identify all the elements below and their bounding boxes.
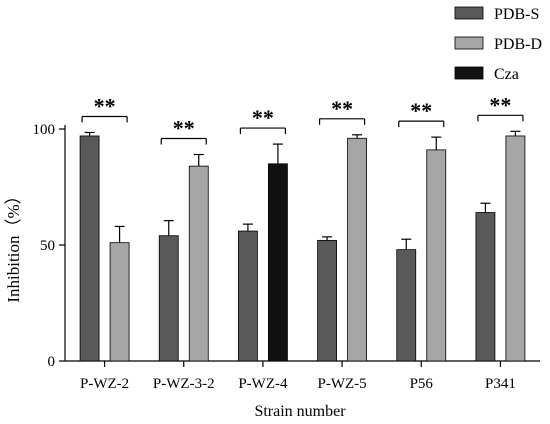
significance-label: ** [94, 93, 116, 118]
legend-label-cza: Cza [494, 66, 519, 83]
bar-pdb-d [347, 137, 367, 362]
y-axis-label: Inhibition（%） [4, 187, 23, 302]
bar-pdb-s [158, 235, 179, 362]
legend: PDB-S PDB-D Cza [454, 6, 542, 83]
y-axis: 0 50 100 [33, 122, 66, 370]
x-tick-label: P-WZ-2 [80, 376, 129, 392]
significance-label: ** [252, 105, 274, 130]
bar-pdb-d [109, 242, 130, 362]
y-tick-label: 100 [33, 122, 56, 138]
significance-label: ** [331, 96, 353, 121]
x-axis: P-WZ-2 P-WZ-3-2 P-WZ-4 P-WZ-5 P56 P341 [65, 360, 540, 392]
bar-pdb-d [426, 149, 447, 362]
x-tick-label: P56 [410, 376, 434, 392]
bar-pdb-s [317, 239, 337, 362]
significance-markers: ** ** ** ** ** ** [81, 92, 524, 145]
bar-pdb-s [396, 249, 417, 362]
x-axis-label: Strain number [254, 403, 346, 420]
x-tick-label: P-WZ-4 [238, 376, 288, 392]
bar-pdb-d [505, 135, 526, 362]
legend-swatch-cza [454, 66, 484, 80]
bar-cza [268, 163, 288, 362]
bars [79, 130, 526, 362]
legend-swatch-pdb-s [454, 6, 484, 20]
bar-pdb-s [79, 135, 100, 362]
bar-pdb-d [188, 165, 209, 362]
bar-pdb-s [238, 230, 258, 362]
legend-label-pdb-s: PDB-S [494, 6, 539, 23]
legend-swatch-pdb-d [454, 36, 484, 50]
x-tick-label: P-WZ-3-2 [153, 376, 215, 392]
x-tick-label: P341 [485, 376, 516, 392]
y-tick-label: 50 [40, 238, 55, 254]
significance-label: ** [173, 116, 195, 141]
y-tick-label: 0 [48, 354, 56, 370]
significance-label: ** [410, 98, 432, 123]
legend-label-pdb-d: PDB-D [494, 36, 542, 53]
x-tick-label: P-WZ-5 [318, 376, 367, 392]
significance-label: ** [489, 92, 511, 117]
bar-pdb-s [475, 212, 496, 362]
